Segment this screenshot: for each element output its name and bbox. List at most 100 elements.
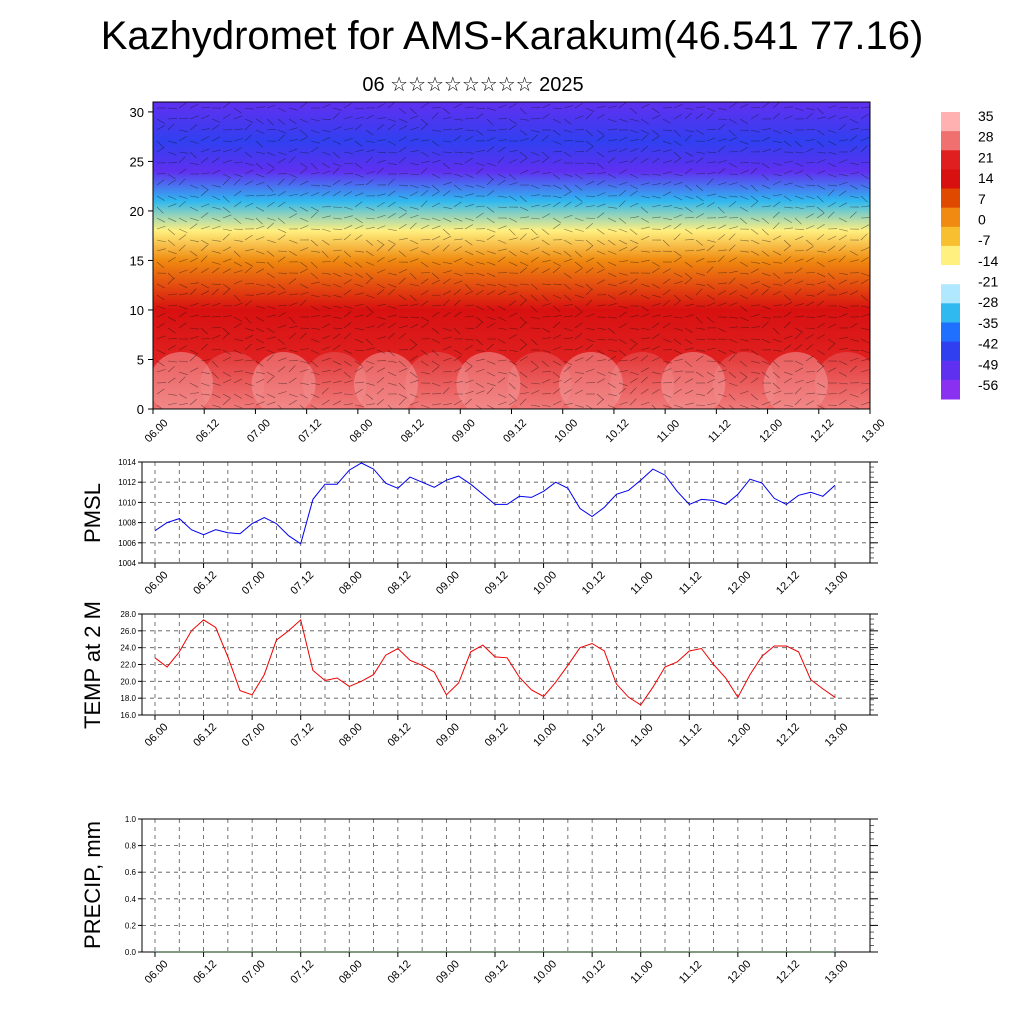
wind-barb	[420, 167, 428, 175]
wind-barb	[321, 118, 332, 121]
wind-barb	[178, 195, 188, 199]
wind-barb	[277, 228, 287, 233]
wind-barb	[475, 305, 485, 311]
wind-barb	[640, 347, 650, 351]
wind-barb	[376, 269, 386, 274]
wind-barb	[574, 150, 585, 153]
wind-barb	[365, 294, 375, 299]
wind-barb	[519, 157, 528, 164]
wind-barb	[563, 304, 573, 307]
x-tick-label: 09.12	[483, 569, 511, 597]
wind-barb	[343, 380, 353, 384]
wind-barb	[354, 349, 365, 352]
wind-barb	[849, 146, 858, 153]
wind-barb	[321, 381, 331, 384]
wind-barb	[640, 145, 648, 153]
wind-barb	[255, 338, 265, 344]
wind-barb	[266, 354, 274, 362]
warm-cell	[405, 352, 470, 409]
y-axis-title: PRECIP, mm	[80, 821, 105, 949]
wind-barb	[827, 338, 836, 345]
wind-barb	[387, 124, 396, 131]
wind-barb	[618, 148, 628, 153]
wind-barb	[332, 107, 342, 111]
wind-barb	[222, 195, 230, 203]
wind-barb	[618, 305, 628, 309]
wind-barb	[453, 103, 463, 109]
wind-barb	[387, 305, 397, 310]
wind-barb	[838, 305, 848, 309]
wind-barb	[167, 316, 177, 322]
wind-barb	[486, 173, 494, 181]
wind-barb	[222, 283, 231, 290]
wind-barb	[376, 160, 386, 164]
wind-barb	[607, 149, 617, 153]
wind-barb	[387, 244, 395, 252]
wind-barb	[431, 311, 440, 318]
wind-barb	[761, 305, 771, 310]
wind-barb	[299, 167, 308, 175]
wind-barb	[640, 217, 649, 223]
wind-barb	[860, 256, 869, 263]
wind-barb	[387, 272, 397, 276]
wind-barb	[354, 292, 364, 296]
wind-barb	[310, 393, 320, 398]
x-tick-label: 09.12	[483, 958, 511, 986]
wind-barb	[640, 250, 650, 253]
wind-barb	[618, 338, 627, 345]
wind-barb	[530, 366, 539, 373]
wind-barb	[629, 289, 638, 296]
wind-barb	[255, 327, 265, 333]
wind-barb	[574, 371, 584, 374]
wind-barb	[299, 129, 308, 136]
wind-barb	[717, 224, 727, 230]
wind-barb	[288, 173, 298, 178]
wind-barb	[189, 104, 199, 109]
wind-barb	[310, 206, 320, 212]
wind-barb	[651, 195, 661, 199]
wind-barb	[794, 228, 805, 230]
wind-barb	[354, 250, 364, 253]
wind-barb	[607, 327, 616, 334]
wind-barb	[541, 203, 551, 208]
wind-barb	[838, 272, 848, 275]
wind-barb	[651, 204, 661, 208]
wind-barb	[431, 202, 441, 208]
wind-barb	[728, 316, 738, 319]
wind-barb	[475, 316, 484, 323]
wind-barb	[233, 107, 242, 114]
wind-barb	[519, 356, 528, 362]
wind-barb	[651, 216, 661, 219]
wind-barb	[310, 338, 320, 343]
wind-barb	[189, 115, 199, 120]
wind-barb	[662, 149, 672, 153]
wind-barb	[695, 288, 703, 296]
wind-barb	[167, 151, 177, 156]
series-line	[154, 618, 836, 706]
wind-barb	[332, 392, 342, 395]
wind-barb	[860, 129, 870, 131]
wind-barb	[255, 162, 263, 170]
wind-barb	[684, 314, 694, 318]
wind-barb	[189, 206, 199, 212]
wind-barb	[772, 112, 780, 120]
wind-barb	[563, 214, 573, 219]
wind-barb	[684, 184, 693, 191]
wind-barb	[475, 272, 485, 277]
wind-barb	[530, 184, 540, 189]
wind-barb	[288, 193, 298, 197]
wind-barb	[585, 222, 594, 230]
wind-barb	[486, 190, 495, 197]
plot-frame	[141, 818, 871, 953]
wind-barb	[376, 167, 384, 175]
wind-barb	[178, 136, 187, 142]
wind-barb	[398, 146, 407, 153]
wind-barb	[453, 355, 462, 362]
wind-barb	[574, 239, 584, 242]
wind-barb	[585, 355, 594, 362]
wind-barb	[343, 162, 353, 165]
x-tick-label: 11.12	[677, 722, 704, 749]
y-tick-label: 0.2	[125, 921, 137, 930]
wind-barb	[618, 401, 628, 406]
wind-barb	[519, 267, 528, 274]
